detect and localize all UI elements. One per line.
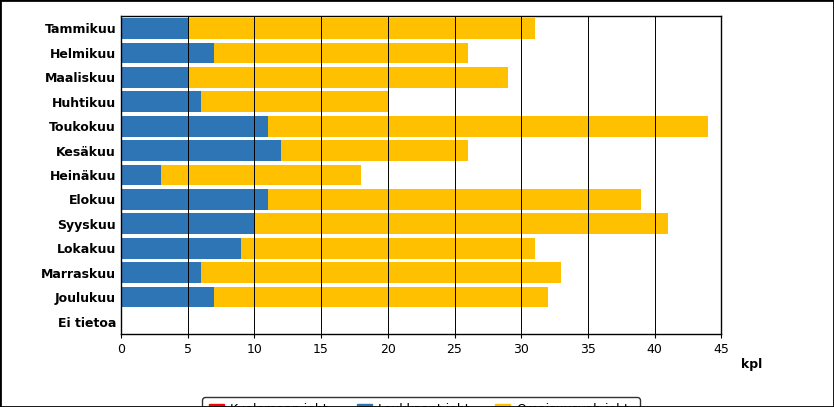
Bar [161, 165, 361, 186]
Bar [121, 287, 214, 308]
Bar [121, 18, 188, 39]
Bar [214, 287, 548, 308]
Bar [241, 238, 535, 259]
Bar [214, 43, 468, 63]
Bar [201, 263, 561, 283]
Bar [121, 238, 241, 259]
Bar [268, 189, 641, 210]
Text: kpl: kpl [741, 358, 762, 371]
Bar [281, 140, 468, 161]
Bar [121, 165, 161, 186]
Bar [121, 213, 254, 234]
Bar [121, 189, 268, 210]
Bar [188, 67, 508, 88]
Bar [268, 116, 708, 137]
Bar [121, 116, 268, 137]
Bar [121, 263, 201, 283]
Bar [254, 213, 668, 234]
Bar [188, 18, 535, 39]
Bar [201, 92, 388, 112]
Bar [121, 67, 188, 88]
Bar [121, 140, 281, 161]
Bar [121, 43, 214, 63]
Bar [121, 92, 201, 112]
Legend: Kuolemaan joht., Loukkaant.joht, Omaisuusvah.joht.: Kuolemaan joht., Loukkaant.joht, Omaisuu… [203, 397, 640, 407]
